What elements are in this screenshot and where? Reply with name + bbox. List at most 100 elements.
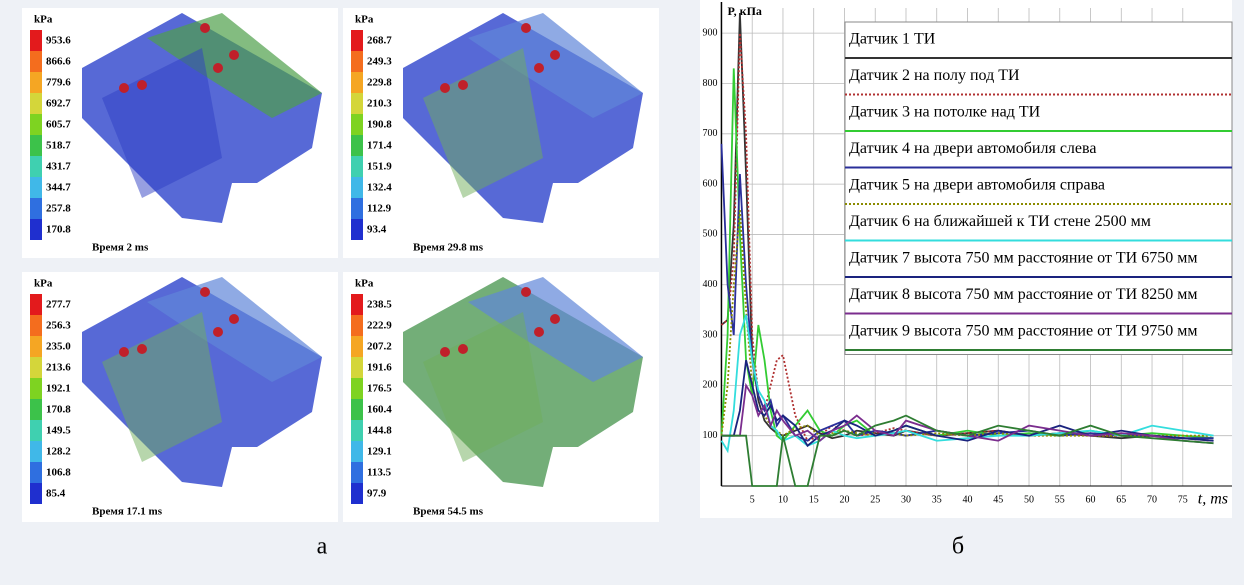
legend-label: Датчик 5 на двери автомобиля справа xyxy=(849,177,1105,194)
caption: б xyxy=(952,534,964,560)
scale-swatch xyxy=(351,93,363,114)
x-tick-label: 65 xyxy=(1116,494,1126,505)
scale-swatch xyxy=(30,336,42,357)
scale-swatch xyxy=(351,399,363,420)
sensor xyxy=(119,83,129,93)
scale-swatch xyxy=(351,114,363,135)
sensor xyxy=(200,287,210,297)
time-label: Время 29.8 ms xyxy=(413,242,484,254)
legend-label: Датчик 8 высота 750 мм расстояние от ТИ … xyxy=(849,286,1197,303)
y-tick-label: 800 xyxy=(702,78,717,89)
scale-label: 257.8 xyxy=(46,203,71,215)
page: а б kPa953.6866.6779.6692.7605.7518.7431… xyxy=(0,0,1244,585)
x-tick-label: 40 xyxy=(963,494,973,505)
scale-swatch xyxy=(30,156,42,177)
caption: а xyxy=(317,534,328,560)
legend-label: Датчик 1 ТИ xyxy=(849,31,936,48)
y-axis-label: P, кПа xyxy=(727,4,761,18)
scale-label: 112.9 xyxy=(367,203,392,215)
scale-swatch xyxy=(30,93,42,114)
legend-label: Датчик 9 высота 750 мм расстояние от ТИ … xyxy=(849,323,1197,340)
scale-swatch xyxy=(30,399,42,420)
sim-panel: kPa953.6866.6779.6692.7605.7518.7431.734… xyxy=(22,8,338,258)
scale-label: 235.0 xyxy=(46,341,71,353)
sensor xyxy=(534,63,544,73)
sensor xyxy=(213,327,223,337)
x-tick-label: 5 xyxy=(750,494,755,505)
scale-swatch xyxy=(30,177,42,198)
scale-label: 191.6 xyxy=(367,362,392,374)
scale-label: 93.4 xyxy=(367,224,387,236)
sensor xyxy=(440,83,450,93)
sensor xyxy=(458,80,468,90)
y-tick-label: 600 xyxy=(702,178,717,189)
x-axis-label: t, ms xyxy=(1198,491,1228,508)
scale-label: 113.5 xyxy=(367,467,392,479)
scale-label: 176.5 xyxy=(367,383,392,395)
scale-unit: kPa xyxy=(355,278,374,290)
scale-label: 256.3 xyxy=(46,320,71,332)
scale-label: 213.6 xyxy=(46,362,71,374)
figure: а б kPa953.6866.6779.6692.7605.7518.7431… xyxy=(0,0,1244,585)
y-tick-label: 100 xyxy=(702,430,717,441)
scale-label: 692.7 xyxy=(46,98,71,110)
scale-swatch xyxy=(351,219,363,240)
scale-label: 171.4 xyxy=(367,140,392,152)
sensor xyxy=(229,50,239,60)
scale-label: 229.8 xyxy=(367,77,392,89)
scale-swatch xyxy=(30,198,42,219)
scale-swatch xyxy=(351,336,363,357)
scale-swatch xyxy=(351,420,363,441)
legend-label: Датчик 6 на ближайшей к ТИ стене 2500 мм xyxy=(849,213,1151,230)
scale-swatch xyxy=(351,294,363,315)
sensor xyxy=(440,347,450,357)
scale-label: 207.2 xyxy=(367,341,392,353)
scale-label: 132.4 xyxy=(367,182,392,194)
sensor xyxy=(534,327,544,337)
sensor xyxy=(521,23,531,33)
legend-label: Датчик 7 высота 750 мм расстояние от ТИ … xyxy=(849,250,1197,267)
y-tick-label: 200 xyxy=(702,380,717,391)
scale-swatch xyxy=(30,441,42,462)
scale-unit: kPa xyxy=(355,14,374,26)
x-tick-label: 70 xyxy=(1147,494,1157,505)
scale-swatch xyxy=(30,114,42,135)
scale-swatch xyxy=(351,378,363,399)
x-tick-label: 50 xyxy=(1024,494,1034,505)
scale-swatch xyxy=(30,462,42,483)
legend-label: Датчик 4 на двери автомобиля слева xyxy=(849,140,1096,157)
scale-label: 144.8 xyxy=(367,425,392,437)
y-tick-label: 400 xyxy=(702,279,717,290)
scale-label: 518.7 xyxy=(46,140,71,152)
scale-swatch xyxy=(30,315,42,336)
y-tick-label: 700 xyxy=(702,128,717,139)
scale-swatch xyxy=(30,30,42,51)
scale-label: 210.3 xyxy=(367,98,392,110)
scale-swatch xyxy=(30,483,42,504)
scale-unit: kPa xyxy=(34,278,53,290)
scale-swatch xyxy=(351,357,363,378)
sim-panel: kPa277.7256.3235.0213.6192.1170.8149.512… xyxy=(22,272,338,522)
scale-swatch xyxy=(351,198,363,219)
x-tick-label: 30 xyxy=(901,494,911,505)
scale-label: 953.6 xyxy=(46,35,71,47)
scale-label: 149.5 xyxy=(46,425,71,437)
sensor xyxy=(119,347,129,357)
legend-label: Датчик 3 на потолке над ТИ xyxy=(849,104,1041,121)
x-tick-label: 55 xyxy=(1055,494,1065,505)
scale-label: 277.7 xyxy=(46,299,71,311)
scale-label: 249.3 xyxy=(367,56,392,68)
y-tick-label: 500 xyxy=(702,229,717,240)
scale-swatch xyxy=(30,420,42,441)
sensor xyxy=(550,314,560,324)
sensor xyxy=(229,314,239,324)
x-tick-label: 20 xyxy=(839,494,849,505)
scale-label: 97.9 xyxy=(367,488,387,500)
scale-swatch xyxy=(351,156,363,177)
sensor xyxy=(550,50,560,60)
sensor xyxy=(200,23,210,33)
scale-label: 85.4 xyxy=(46,488,66,500)
scale-label: 238.5 xyxy=(367,299,392,311)
sensor xyxy=(521,287,531,297)
time-label: Время 54.5 ms xyxy=(413,506,484,518)
